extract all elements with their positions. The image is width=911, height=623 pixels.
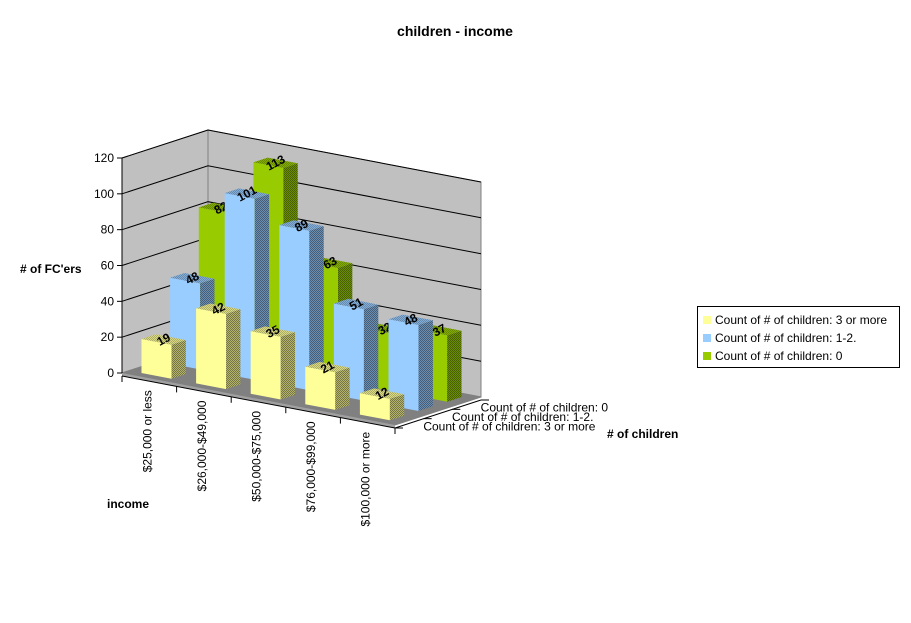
x-tick-label: $26,000-$49,000 [195, 400, 209, 491]
bar: 21 [305, 358, 350, 410]
legend-item: Count of # of children: 3 or more [703, 311, 899, 329]
y-tick-label: 60 [101, 259, 115, 273]
legend-label: Count of # of children: 3 or more [715, 313, 888, 327]
depth-axis-line [394, 399, 482, 429]
legend: Count of # of children: 3 or more Count … [697, 306, 900, 368]
data-label: 42 [209, 299, 228, 318]
legend-label: Count of # of children: 1-2. [715, 331, 857, 345]
x-axis-title: income [107, 497, 149, 511]
legend-swatch-icon [703, 334, 711, 342]
depth-tick-label: Count of # of children: 0 [481, 401, 609, 415]
bar: 35 [250, 322, 295, 400]
floor-edge [122, 373, 395, 428]
bar: 12 [359, 384, 405, 421]
data-label: 19 [154, 330, 173, 349]
y-axis-title: # of FC'ers [20, 262, 82, 276]
data-label: 37 [430, 321, 449, 340]
x-tick-label: $25,000 or less [140, 390, 154, 472]
x-axis-line [121, 375, 396, 429]
data-label: 51 [347, 295, 366, 314]
legend-swatch-icon [703, 352, 711, 360]
y-tick-label: 20 [101, 330, 115, 344]
data-label: 48 [402, 310, 421, 329]
legend-label: Count of # of children: 0 [715, 349, 843, 363]
depth-tick-label: Count of # of children: 1-2. [452, 410, 593, 424]
bar: 48 [388, 310, 433, 411]
depth-tick-label: Count of # of children: 3 or more [423, 419, 595, 433]
gridline [121, 129, 482, 183]
gridline [121, 165, 482, 219]
y-tick-label: 100 [94, 187, 114, 201]
legend-item: Count of # of children: 0 [703, 347, 899, 365]
legend-item: Count of # of children: 1-2. [703, 329, 899, 347]
gridline [121, 201, 482, 255]
bar: 42 [196, 299, 241, 390]
data-label: 89 [292, 216, 311, 235]
chart-title: children - income [397, 23, 513, 39]
data-label: 12 [373, 384, 392, 403]
axes: 0 20 40 60 80 100 120 $25,000 or less $26,000-$4… [94, 151, 608, 527]
x-tick-label: $50,000-$75,000 [250, 411, 264, 502]
data-label: 48 [183, 269, 202, 288]
x-tick-label: $76,000-$99,000 [304, 421, 318, 512]
z-axis-title: # of children [607, 427, 678, 441]
y-tick-label: 40 [101, 294, 115, 308]
data-label: 35 [264, 322, 283, 341]
y-tick-label: 120 [94, 151, 114, 165]
data-label: 63 [321, 253, 340, 272]
y-tick-label: 80 [101, 223, 115, 237]
data-label: 21 [318, 358, 337, 377]
legend-swatch-icon [703, 316, 711, 324]
bar: 19 [141, 330, 186, 379]
y-tick-label: 0 [107, 366, 114, 380]
x-tick-label: $100,000 or more [359, 431, 373, 526]
